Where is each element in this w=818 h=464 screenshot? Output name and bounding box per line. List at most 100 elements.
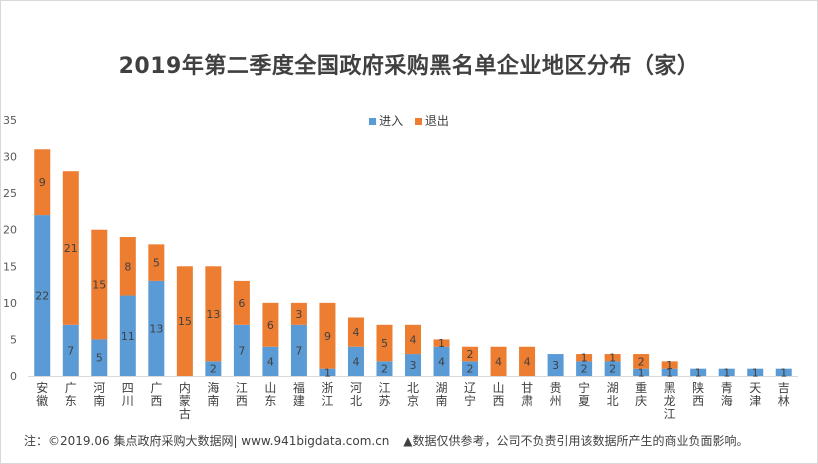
bar-exit <box>576 354 593 362</box>
x-category-label: 庆 <box>635 394 647 408</box>
bar-exit <box>290 302 307 325</box>
data-label-exit: 15 <box>178 315 192 328</box>
bar-enter <box>633 368 650 376</box>
data-label-enter: 4 <box>352 355 359 368</box>
bar-enter <box>604 361 621 376</box>
data-label-exit: 3 <box>295 308 302 321</box>
x-category-label: 肃 <box>521 394 533 408</box>
x-category-label: 河 <box>93 381 105 395</box>
bar-exit <box>376 324 393 362</box>
footnote-disclaimer: ▲数据仅供参考，公司不负责引用该数据所产生的商业负面影响。 <box>403 434 749 448</box>
bar-enter <box>433 346 450 376</box>
x-category-label: 北 <box>407 381 419 395</box>
y-tick-label: 25 <box>3 187 17 200</box>
x-category-label: 湖 <box>607 380 619 395</box>
x-category-label: 甘 <box>521 381 533 395</box>
data-label-enter: 2 <box>210 363 217 376</box>
legend-entry-enter: 进入 <box>369 112 403 129</box>
data-label-exit: 13 <box>206 308 220 321</box>
x-category-label: 蒙 <box>179 394 191 408</box>
legend-swatch-enter <box>369 118 377 125</box>
x-category-label: 河 <box>350 381 362 395</box>
data-label-exit: 1 <box>666 359 673 372</box>
x-category-label: 海 <box>207 380 219 395</box>
bar-exit <box>604 354 621 362</box>
legend-entry-exit: 退出 <box>414 112 449 129</box>
data-label-exit: 2 <box>638 355 645 368</box>
chart-title: 2019年第二季度全国政府采购黑名单企业地区分布（家） <box>118 54 700 79</box>
bar-exit <box>62 171 79 325</box>
chart-legend: 进入 退出 <box>0 112 818 129</box>
x-category-label: 苏 <box>378 394 390 408</box>
data-label-enter: 1 <box>638 366 645 379</box>
x-category-label: 江 <box>378 381 390 395</box>
legend-swatch-exit <box>414 118 422 125</box>
x-category-label: 浙 <box>321 381 333 395</box>
data-label-enter: 22 <box>35 290 49 303</box>
data-label-enter: 4 <box>267 355 274 368</box>
bar-enter <box>405 354 421 376</box>
data-label-exit: 5 <box>381 337 388 350</box>
x-category-label: 东 <box>65 394 77 408</box>
x-category-label: 南 <box>207 393 219 408</box>
bar-enter <box>119 295 136 376</box>
x-category-label: 夏 <box>578 394 590 408</box>
bar-enter <box>547 354 564 376</box>
x-category-label: 北 <box>350 394 362 408</box>
x-category-label: 宁 <box>578 380 590 395</box>
x-category-label: 福 <box>293 380 305 395</box>
bar-exit <box>148 244 165 281</box>
x-category-label: 江 <box>236 381 248 395</box>
bar-enter <box>376 361 393 376</box>
x-category-label: 山 <box>493 381 505 395</box>
bar-exit <box>233 280 250 325</box>
data-label-exit: 15 <box>92 279 106 292</box>
x-category-label: 贵 <box>550 381 562 395</box>
data-label-enter: 1 <box>723 366 730 379</box>
bar-enter <box>718 368 735 376</box>
bar-exit <box>433 339 450 347</box>
data-label-enter: 1 <box>695 366 702 379</box>
x-category-label: 海 <box>721 393 733 408</box>
x-category-label: 林 <box>778 394 790 408</box>
x-category-label: 州 <box>550 394 562 408</box>
data-label-exit: 5 <box>153 257 160 270</box>
bar-enter <box>34 215 51 376</box>
y-tick-label: 5 <box>10 333 17 346</box>
x-category-label: 北 <box>607 394 619 408</box>
x-category-label: 西 <box>236 394 248 408</box>
bar-exit <box>347 317 364 347</box>
x-category-label: 龙 <box>664 394 676 408</box>
data-label-enter: 4 <box>438 355 445 368</box>
data-label-enter: 2 <box>381 363 388 376</box>
x-category-label: 陕 <box>692 380 704 395</box>
data-label-exit: 2 <box>467 348 474 361</box>
bar-exit <box>34 149 51 216</box>
x-category-label: 四 <box>122 381 134 395</box>
data-label-enter: 3 <box>552 359 559 372</box>
x-category-label: 辽 <box>464 381 476 395</box>
x-category-label: 湖 <box>436 380 448 395</box>
x-category-label: 山 <box>264 381 276 395</box>
bar-enter <box>690 368 707 376</box>
bar-exit <box>91 229 108 340</box>
y-tick-label: 15 <box>3 260 17 273</box>
data-label-exit: 8 <box>124 260 131 273</box>
x-category-label: 建 <box>293 394 305 408</box>
x-category-label: 西 <box>692 394 704 408</box>
x-category-label: 黑 <box>664 381 676 395</box>
bar-exit <box>490 346 507 376</box>
data-label-exit: 4 <box>524 355 531 368</box>
y-tick-label: 35 <box>3 114 17 127</box>
data-label-exit: 4 <box>495 355 502 368</box>
data-label-enter: 3 <box>410 359 417 372</box>
data-label-enter: 5 <box>96 352 103 365</box>
legend-label-exit: 退出 <box>424 114 449 128</box>
bar-enter <box>775 368 792 376</box>
data-label-enter: 7 <box>67 344 74 357</box>
data-label-enter: 2 <box>609 363 616 376</box>
bar-enter <box>462 361 479 376</box>
data-label-enter: 7 <box>295 344 302 357</box>
data-label-enter: 1 <box>780 366 787 379</box>
data-label-enter: 1 <box>752 366 759 379</box>
